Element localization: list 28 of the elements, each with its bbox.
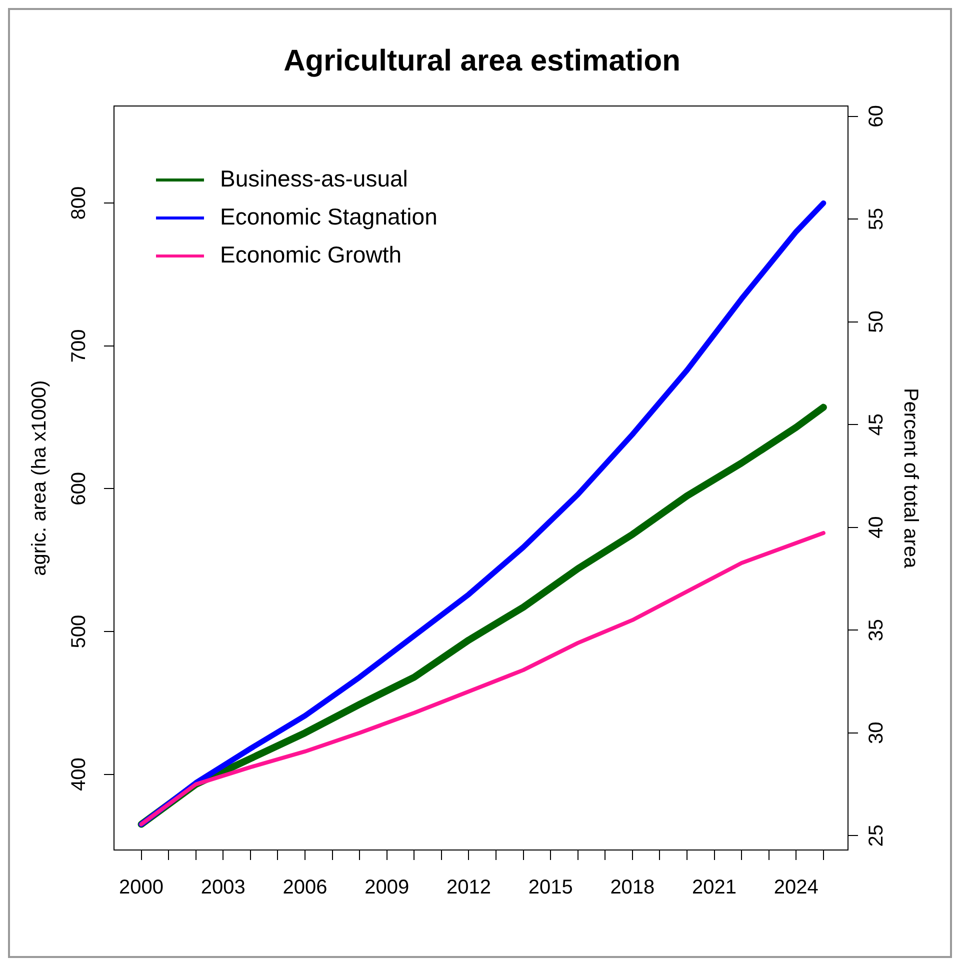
y-tick-label: 600 bbox=[68, 472, 90, 506]
y2-axis-title: Percent of total area bbox=[899, 388, 922, 569]
y-tick-label: 400 bbox=[68, 758, 90, 791]
legend-label: Business-as-usual bbox=[220, 165, 408, 192]
y2-tick-label: 35 bbox=[866, 618, 888, 642]
legend-label: Economic Stagnation bbox=[220, 203, 438, 230]
chart-title: Agricultural area estimation bbox=[284, 44, 680, 78]
x-tick-label: 2012 bbox=[446, 876, 491, 899]
y-tick-label: 500 bbox=[68, 614, 90, 648]
y-tick-label: 700 bbox=[68, 329, 90, 363]
y2-tick-label: 40 bbox=[866, 516, 888, 538]
y2-tick-label: 50 bbox=[866, 310, 888, 333]
x-tick-label: 2024 bbox=[774, 876, 818, 899]
y-tick-label: 800 bbox=[68, 186, 90, 220]
x-tick-label: 2018 bbox=[610, 876, 655, 899]
y2-tick-label: 55 bbox=[866, 208, 888, 230]
x-tick-label: 2015 bbox=[528, 876, 573, 899]
x-tick-label: 2009 bbox=[364, 876, 410, 899]
x-tick-label: 2006 bbox=[282, 876, 328, 899]
y2-tick-label: 45 bbox=[866, 413, 888, 436]
x-tick-label: 2000 bbox=[119, 876, 164, 899]
legend-label: Economic Growth bbox=[220, 241, 402, 268]
y2-tick-label: 30 bbox=[866, 722, 888, 744]
y2-tick-label: 60 bbox=[866, 105, 888, 128]
x-tick-label: 2003 bbox=[200, 876, 246, 899]
x-tick-label: 2021 bbox=[692, 876, 737, 899]
y-axis-title: agric. area (ha x1000) bbox=[28, 380, 51, 576]
y2-tick-label: 25 bbox=[866, 824, 888, 847]
